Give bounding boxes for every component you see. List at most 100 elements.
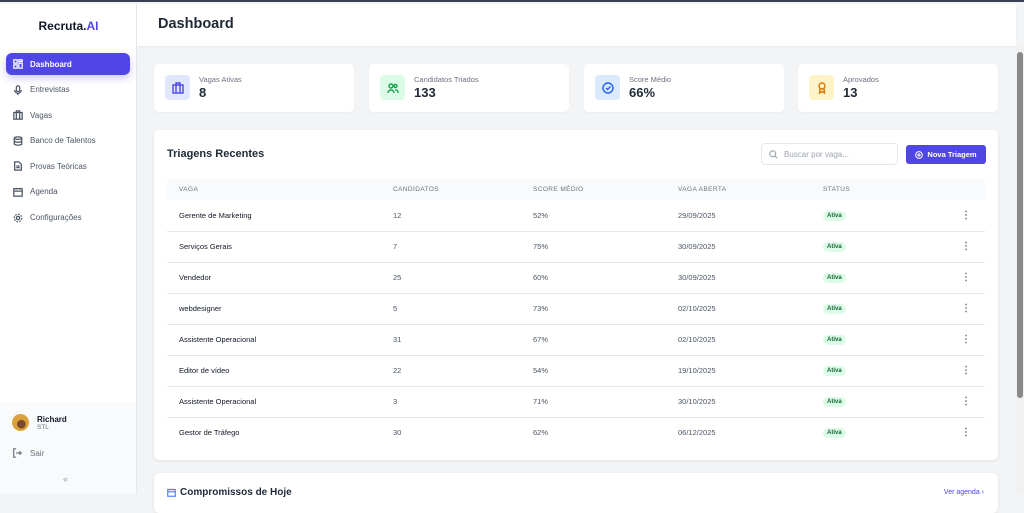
sidebar-item-dashboard[interactable]: Dashboard bbox=[6, 53, 130, 75]
sidebar-item-entrevistas[interactable]: Entrevistas bbox=[6, 79, 130, 101]
job-name: Gerente de Marketing bbox=[167, 200, 393, 232]
briefcase-icon bbox=[13, 110, 23, 120]
sidebar-item-label: Provas Teóricas bbox=[30, 161, 87, 171]
award-icon bbox=[817, 81, 826, 94]
status-badge: Ativa bbox=[823, 273, 846, 283]
more-options-icon[interactable]: ⋮ bbox=[908, 200, 985, 232]
column-header[interactable]: CANDIDATOS bbox=[393, 179, 533, 200]
average-score: 71% bbox=[533, 386, 678, 418]
sidebar-item-configuracoes[interactable]: Configurações bbox=[6, 207, 130, 229]
stat-card: Candidatos Triados 133 bbox=[369, 64, 569, 112]
search-input[interactable]: Buscar por vaga... bbox=[761, 143, 898, 165]
sidebar-item-label: Entrevistas bbox=[30, 85, 70, 95]
more-options-icon[interactable]: ⋮ bbox=[908, 324, 985, 356]
column-header[interactable]: VAGA ABERTA bbox=[678, 179, 823, 200]
status-badge: Ativa bbox=[823, 242, 846, 252]
more-options-icon[interactable]: ⋮ bbox=[908, 355, 985, 387]
candidates-count: 25 bbox=[393, 262, 533, 294]
job-name: Vendedor bbox=[167, 262, 393, 294]
average-score: 52% bbox=[533, 200, 678, 232]
briefcase-icon bbox=[171, 81, 184, 94]
more-options-icon[interactable]: ⋮ bbox=[908, 293, 985, 325]
opened-date: 30/10/2025 bbox=[678, 386, 823, 418]
stat-card: Vagas Ativas 8 bbox=[154, 64, 354, 112]
users-icon bbox=[386, 82, 399, 93]
gear-icon bbox=[13, 213, 23, 222]
sidebar-item-label: Configurações bbox=[30, 213, 82, 223]
logout-label: Sair bbox=[30, 448, 45, 458]
new-screening-label: Nova Triagem bbox=[927, 150, 977, 159]
collapse-sidebar-button[interactable]: « bbox=[63, 474, 69, 484]
column-header[interactable]: VAGA bbox=[167, 179, 393, 200]
actions-header bbox=[908, 179, 985, 200]
candidates-count: 31 bbox=[393, 324, 533, 356]
table-row[interactable]: Assistente Operacional 3 71% 30/10/2025 Ativ… bbox=[167, 386, 985, 418]
stat-label: Candidatos Triados bbox=[414, 75, 479, 84]
sidebar-item-banco-de-talentos[interactable]: Banco de Talentos bbox=[6, 130, 130, 152]
candidates-count: 22 bbox=[393, 355, 533, 387]
stat-value: 13 bbox=[843, 85, 858, 100]
search-placeholder: Buscar por vaga... bbox=[784, 149, 849, 159]
job-name: Assistente Operacional bbox=[167, 324, 393, 356]
opened-date: 29/09/2025 bbox=[678, 200, 823, 232]
status-cell: Ativa bbox=[823, 355, 909, 387]
more-options-icon[interactable]: ⋮ bbox=[908, 231, 985, 263]
opened-date: 19/10/2025 bbox=[678, 355, 823, 387]
status-cell: Ativa bbox=[823, 324, 909, 356]
user-profile[interactable]: Richard STL bbox=[12, 414, 67, 431]
stat-card: Score Médio 66% bbox=[584, 64, 784, 112]
job-name: Gestor de Tráfego bbox=[179, 428, 240, 438]
microphone-icon bbox=[14, 84, 22, 95]
sidebar-item-provas-teoricas[interactable]: Provas Teóricas bbox=[6, 155, 130, 177]
table-row[interactable]: Assistente Operacional 31 67% 02/10/2025 Ati… bbox=[167, 324, 985, 356]
candidates-count: 5 bbox=[393, 293, 533, 325]
sidebar-item-agenda[interactable]: Agenda bbox=[6, 181, 130, 203]
sidebar: Recruta.AI Dashboard Entrevistas Vagas Banc… bbox=[0, 4, 137, 494]
logout-button[interactable]: Sair bbox=[12, 448, 44, 458]
more-options-icon[interactable]: ⋮ bbox=[908, 386, 985, 418]
sidebar-item-label: Dashboard bbox=[30, 59, 72, 69]
candidates-count: 3 bbox=[393, 386, 533, 418]
more-options-icon[interactable]: ⋮ bbox=[908, 262, 985, 294]
more-options-icon[interactable]: ⋮ bbox=[961, 427, 971, 439]
new-screening-button[interactable]: Nova Triagem bbox=[906, 145, 986, 164]
avatar bbox=[12, 414, 29, 431]
stat-card: Aprovados 13 bbox=[798, 64, 998, 112]
sidebar-footer: Richard STL Sair « bbox=[0, 402, 136, 494]
table-row[interactable]: Gestor de Tráfego 30 62% 06/12/2025 Ativa ⋮ bbox=[167, 417, 985, 448]
logo[interactable]: Recruta.AI bbox=[38, 19, 99, 33]
column-header[interactable]: STATUS bbox=[823, 179, 909, 200]
sidebar-nav: Dashboard Entrevistas Vagas Banco de Talent… bbox=[6, 53, 130, 232]
column-header[interactable]: SCORE MÉDIO bbox=[533, 179, 678, 200]
todays-appointments-card: Compromissos de Hoje Ver agenda › bbox=[154, 473, 998, 513]
stat-label: Score Médio bbox=[629, 75, 672, 84]
sidebar-item-vagas[interactable]: Vagas bbox=[6, 104, 130, 126]
table-row[interactable]: Gerente de Marketing 12 52% 29/09/2025 Ativa… bbox=[167, 200, 985, 232]
calendar-icon bbox=[13, 187, 23, 197]
table-row[interactable]: Editor de vídeo 22 54% 19/10/2025 Ativa ⋮ bbox=[167, 355, 985, 387]
stat-icon-box bbox=[595, 75, 620, 100]
section-title: Triagens Recentes bbox=[167, 148, 265, 160]
opened-date: 06/12/2025 bbox=[678, 428, 716, 438]
database-icon bbox=[13, 135, 23, 146]
search-icon bbox=[769, 149, 778, 159]
user-role: STL bbox=[37, 423, 49, 431]
average-score: 73% bbox=[533, 293, 678, 325]
table-row[interactable]: Serviços Gerais 7 75% 30/09/2025 Ativa ⋮ bbox=[167, 231, 985, 263]
table-row[interactable]: webdesigner 5 73% 02/10/2025 Ativa ⋮ bbox=[167, 293, 985, 325]
dashboard-icon bbox=[13, 59, 23, 69]
table-row[interactable]: Vendedor 25 60% 30/09/2025 Ativa ⋮ bbox=[167, 262, 985, 294]
check-circle-icon bbox=[601, 81, 614, 94]
stat-icon-box bbox=[380, 75, 405, 100]
view-agenda-link[interactable]: Ver agenda › bbox=[943, 489, 984, 496]
page-header: Dashboard bbox=[137, 4, 1016, 46]
stat-label: Aprovados bbox=[843, 75, 879, 84]
status-cell: Ativa bbox=[823, 386, 909, 418]
average-score: 54% bbox=[533, 355, 678, 387]
sidebar-item-label: Vagas bbox=[30, 110, 53, 120]
average-score: 60% bbox=[533, 262, 678, 294]
scrollbar[interactable] bbox=[1016, 46, 1024, 494]
average-score: 62% bbox=[533, 428, 549, 438]
status-badge: Ativa bbox=[823, 366, 846, 376]
scrollbar-thumb[interactable] bbox=[1017, 52, 1023, 398]
